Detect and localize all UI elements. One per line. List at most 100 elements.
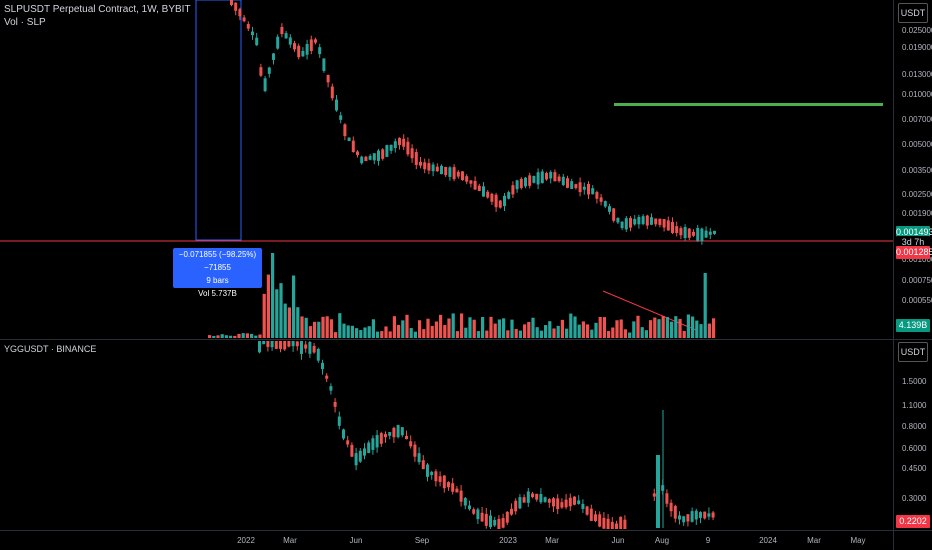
price-tick: 0.4500 xyxy=(902,464,927,473)
candle-body xyxy=(413,444,417,457)
volume-bar xyxy=(628,332,632,338)
volume-bar xyxy=(649,320,653,338)
candle-body xyxy=(564,499,568,508)
candle-body xyxy=(388,432,392,436)
volume-bar xyxy=(208,335,212,338)
volume-indicator-label[interactable]: Vol · SLP xyxy=(4,17,46,28)
volume-bar xyxy=(657,319,661,338)
candle-body xyxy=(561,176,565,186)
time-tick: Jun xyxy=(612,536,625,545)
volume-bar xyxy=(451,313,455,338)
candle-body xyxy=(312,345,316,353)
bottom-price-axis[interactable]: 1.5000 1.1000 0.8000 0.6000 0.4500 0.300… xyxy=(902,377,927,503)
candle-body xyxy=(686,514,690,522)
candle-body xyxy=(347,137,351,142)
volume-bar xyxy=(342,323,346,338)
volume-bar xyxy=(367,326,371,338)
candle-body xyxy=(316,348,320,361)
volume-bar xyxy=(413,331,417,338)
candle-body xyxy=(585,506,589,515)
candle-body xyxy=(594,514,597,522)
candle-body xyxy=(526,491,530,503)
volume-bar xyxy=(262,293,266,338)
volume-bar xyxy=(586,324,590,338)
volume-bar xyxy=(401,320,405,338)
candle-body xyxy=(375,435,379,448)
volume-bars xyxy=(208,253,716,338)
candle-body xyxy=(297,45,301,58)
candle-body xyxy=(276,36,280,49)
candle-body xyxy=(410,148,414,159)
volume-bar xyxy=(472,319,476,338)
candle-body xyxy=(683,227,687,239)
time-axis[interactable]: 2022 Mar Jun Sep 2023 Mar Jun Aug 9 2024… xyxy=(237,536,865,545)
candle-body xyxy=(291,341,295,347)
candle-body xyxy=(414,152,418,165)
candle-body xyxy=(658,218,662,225)
volume-bar xyxy=(409,328,413,338)
volume-bar xyxy=(468,317,472,338)
volume-bar xyxy=(569,313,573,338)
candle-body xyxy=(309,39,313,52)
volume-bar xyxy=(384,326,388,338)
volume-bar xyxy=(455,331,459,338)
candle-body xyxy=(566,178,569,188)
volume-bar xyxy=(485,330,489,338)
candle-body xyxy=(620,221,624,228)
volume-bar xyxy=(388,331,392,338)
top-currency-button[interactable]: USDT xyxy=(898,3,928,23)
candle-body xyxy=(699,512,702,518)
time-tick: Jun xyxy=(350,536,363,545)
volume-bar xyxy=(644,330,648,338)
candle-body xyxy=(703,511,707,519)
candle-body xyxy=(480,512,484,522)
volume-bar xyxy=(334,332,338,338)
candle-body xyxy=(510,508,513,515)
candle-body xyxy=(501,518,505,528)
volume-value-tag: 4.139B xyxy=(896,319,930,332)
candle-body xyxy=(304,344,308,349)
top-chart-title[interactable]: SLPUSDT Perpetual Contract, 1W, BYBIT xyxy=(4,4,191,15)
candle-body xyxy=(279,341,282,349)
candle-body xyxy=(616,217,620,223)
candle-body xyxy=(358,450,362,462)
candle-body xyxy=(682,516,686,523)
candle-body xyxy=(396,425,400,438)
candle-body xyxy=(650,217,653,225)
candle-body xyxy=(532,175,536,183)
candle-body xyxy=(406,141,410,155)
candle-body xyxy=(490,193,494,202)
candle-body xyxy=(263,78,267,92)
volume-bar xyxy=(447,318,451,338)
candle-body xyxy=(435,166,439,172)
candle-body xyxy=(381,149,385,159)
date-range-box[interactable] xyxy=(195,0,242,241)
candle-body xyxy=(350,444,354,457)
volume-bar xyxy=(493,323,497,338)
volume-bar xyxy=(279,283,283,338)
bottom-chart-title[interactable]: YGGUSDT · BINANCE xyxy=(4,344,97,354)
candle-body xyxy=(692,231,695,236)
candle-body xyxy=(578,182,582,193)
volume-bar xyxy=(615,320,619,338)
volume-bar xyxy=(539,330,543,338)
candle-body xyxy=(343,124,347,137)
bottom-currency-button[interactable]: USDT xyxy=(898,342,928,362)
volume-bar xyxy=(212,335,216,338)
volume-bar xyxy=(430,325,434,338)
volume-bar xyxy=(376,331,380,338)
volume-bar xyxy=(321,316,325,338)
candle-body xyxy=(371,438,375,450)
candle-body xyxy=(423,162,427,170)
candle-body xyxy=(472,509,476,514)
candle-body xyxy=(402,138,406,147)
candle-body xyxy=(629,217,632,228)
candle-body xyxy=(656,455,660,528)
